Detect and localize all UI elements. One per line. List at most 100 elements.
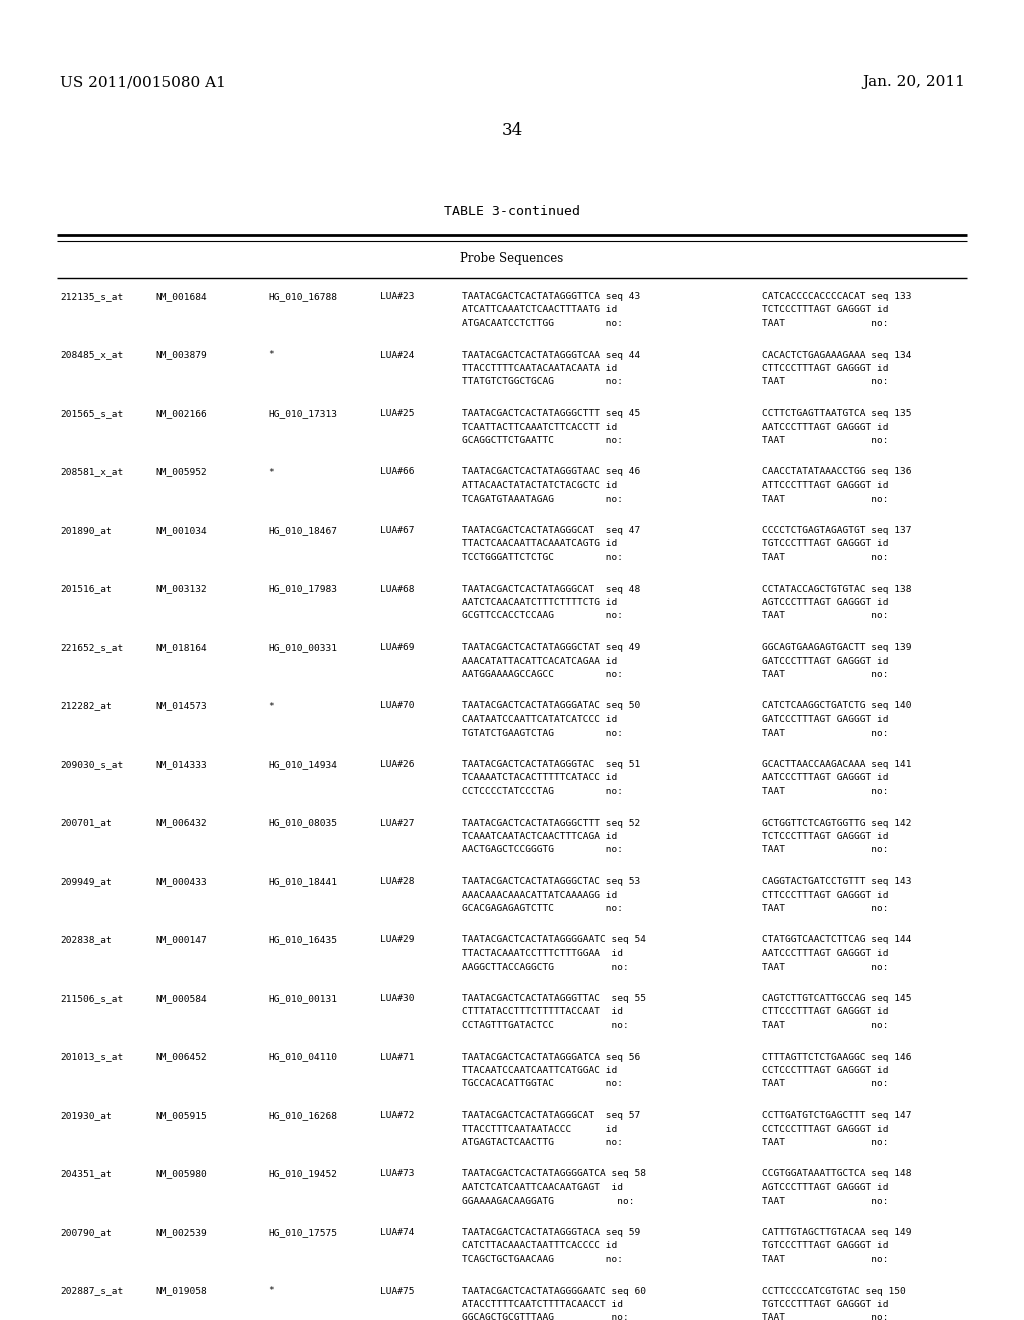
Text: TAAT               no:: TAAT no: (762, 1255, 889, 1265)
Text: TAATACGACTCACTATAGGGCTAT seq 49: TAATACGACTCACTATAGGGCTAT seq 49 (462, 643, 640, 652)
Text: 201013_s_at: 201013_s_at (60, 1052, 123, 1061)
Text: HG_010_17313: HG_010_17313 (268, 409, 337, 418)
Text: 201565_s_at: 201565_s_at (60, 409, 123, 418)
Text: LUA#75: LUA#75 (380, 1287, 415, 1295)
Text: NM_001034: NM_001034 (155, 525, 207, 535)
Text: TAATACGACTCACTATAGGGATAC seq 50: TAATACGACTCACTATAGGGATAC seq 50 (462, 701, 640, 710)
Text: CATCTTACAAACTAATTTCACCCC id: CATCTTACAAACTAATTTCACCCC id (462, 1242, 617, 1250)
Text: 202887_s_at: 202887_s_at (60, 1287, 123, 1295)
Text: TCCTGGGATTCTCTGC         no:: TCCTGGGATTCTCTGC no: (462, 553, 623, 562)
Text: *: * (268, 351, 273, 359)
Text: TCTCCCTTTAGT GAGGGT id: TCTCCCTTTAGT GAGGGT id (762, 305, 889, 314)
Text: GGCAGTGAAGAGTGACTT seq 139: GGCAGTGAAGAGTGACTT seq 139 (762, 643, 911, 652)
Text: CCTTCTGAGTTAATGTCA seq 135: CCTTCTGAGTTAATGTCA seq 135 (762, 409, 911, 418)
Text: *: * (268, 467, 273, 477)
Text: LUA#29: LUA#29 (380, 936, 415, 945)
Text: TAATACGACTCACTATAGGGGATCA seq 58: TAATACGACTCACTATAGGGGATCA seq 58 (462, 1170, 646, 1179)
Text: 34: 34 (502, 121, 522, 139)
Text: LUA#30: LUA#30 (380, 994, 415, 1003)
Text: NM_018164: NM_018164 (155, 643, 207, 652)
Text: TTATGTCTGGCTGCAG         no:: TTATGTCTGGCTGCAG no: (462, 378, 623, 387)
Text: AATGGAAAAGCCAGCC         no:: AATGGAAAAGCCAGCC no: (462, 671, 623, 678)
Text: HG_010_16788: HG_010_16788 (268, 292, 337, 301)
Text: CCTTGATGTCTGAGCTTT seq 147: CCTTGATGTCTGAGCTTT seq 147 (762, 1111, 911, 1119)
Text: GCTGGTTCTCAGTGGTTG seq 142: GCTGGTTCTCAGTGGTTG seq 142 (762, 818, 911, 828)
Text: NM_003879: NM_003879 (155, 351, 207, 359)
Text: CCTCCCTTTAGT GAGGGT id: CCTCCCTTTAGT GAGGGT id (762, 1125, 889, 1134)
Text: ATGACAATCCTCTTGG         no:: ATGACAATCCTCTTGG no: (462, 319, 623, 327)
Text: LUA#26: LUA#26 (380, 760, 415, 770)
Text: LUA#69: LUA#69 (380, 643, 415, 652)
Text: CTTCCCTTTAGT GAGGGT id: CTTCCCTTTAGT GAGGGT id (762, 364, 889, 374)
Text: HG_010_16435: HG_010_16435 (268, 936, 337, 945)
Text: TAAT               no:: TAAT no: (762, 436, 889, 445)
Text: LUA#23: LUA#23 (380, 292, 415, 301)
Text: TAATACGACTCACTATAGGGTAAC seq 46: TAATACGACTCACTATAGGGTAAC seq 46 (462, 467, 640, 477)
Text: 201930_at: 201930_at (60, 1111, 112, 1119)
Text: NM_014333: NM_014333 (155, 760, 207, 770)
Text: *: * (268, 1287, 273, 1295)
Text: TAAT               no:: TAAT no: (762, 553, 889, 562)
Text: TAATACGACTCACTATAGGGTCAA seq 44: TAATACGACTCACTATAGGGTCAA seq 44 (462, 351, 640, 359)
Text: GCAGGCTTCTGAATTC         no:: GCAGGCTTCTGAATTC no: (462, 436, 623, 445)
Text: CAACCTATATAAACCTGG seq 136: CAACCTATATAAACCTGG seq 136 (762, 467, 911, 477)
Text: AATCTCAACAATCTTTCTTTTCTG id: AATCTCAACAATCTTTCTTTTCTG id (462, 598, 617, 607)
Text: TTACAATCCAATCAATTCATGGAC id: TTACAATCCAATCAATTCATGGAC id (462, 1067, 617, 1074)
Text: TAATACGACTCACTATAGGGTAC  seq 51: TAATACGACTCACTATAGGGTAC seq 51 (462, 760, 640, 770)
Text: TAATACGACTCACTATAGGGTACA seq 59: TAATACGACTCACTATAGGGTACA seq 59 (462, 1228, 640, 1237)
Text: CCGTGGATAAATTGCTCA seq 148: CCGTGGATAAATTGCTCA seq 148 (762, 1170, 911, 1179)
Text: 209949_at: 209949_at (60, 876, 112, 886)
Text: TCAAAATCTACACTTTTTCATACC id: TCAAAATCTACACTTTTTCATACC id (462, 774, 617, 783)
Text: TAAT               no:: TAAT no: (762, 611, 889, 620)
Text: AAGGCTTACCAGGCTG          no:: AAGGCTTACCAGGCTG no: (462, 962, 629, 972)
Text: TCAATTACTTCAAATCTTCACCTT id: TCAATTACTTCAAATCTTCACCTT id (462, 422, 617, 432)
Text: LUA#24: LUA#24 (380, 351, 415, 359)
Text: CCTCCCCTATCCCTAG         no:: CCTCCCCTATCCCTAG no: (462, 787, 623, 796)
Text: 209030_s_at: 209030_s_at (60, 760, 123, 770)
Text: NM_000147: NM_000147 (155, 936, 207, 945)
Text: TAATACGACTCACTATAGGGCTTT seq 45: TAATACGACTCACTATAGGGCTTT seq 45 (462, 409, 640, 418)
Text: CATTTGTAGCTTGTACAA seq 149: CATTTGTAGCTTGTACAA seq 149 (762, 1228, 911, 1237)
Text: TAATACGACTCACTATAGGGCTTT seq 52: TAATACGACTCACTATAGGGCTTT seq 52 (462, 818, 640, 828)
Text: NM_003132: NM_003132 (155, 585, 207, 594)
Text: CCTCCCTTTAGT GAGGGT id: CCTCCCTTTAGT GAGGGT id (762, 1067, 889, 1074)
Text: TAATACGACTCACTATAGGGTTCA seq 43: TAATACGACTCACTATAGGGTTCA seq 43 (462, 292, 640, 301)
Text: AAACATATTACATTCACATCAGAA id: AAACATATTACATTCACATCAGAA id (462, 656, 617, 665)
Text: CCTATACCAGCTGTGTAC seq 138: CCTATACCAGCTGTGTAC seq 138 (762, 585, 911, 594)
Text: TAATACGACTCACTATAGGGCAT  seq 57: TAATACGACTCACTATAGGGCAT seq 57 (462, 1111, 640, 1119)
Text: TAATACGACTCACTATAGGGATCA seq 56: TAATACGACTCACTATAGGGATCA seq 56 (462, 1052, 640, 1061)
Text: TCAGATGTAAATAGAG         no:: TCAGATGTAAATAGAG no: (462, 495, 623, 503)
Text: AATCCCTTTAGT GAGGGT id: AATCCCTTTAGT GAGGGT id (762, 774, 889, 783)
Text: 202838_at: 202838_at (60, 936, 112, 945)
Text: CTTCCCTTTAGT GAGGGT id: CTTCCCTTTAGT GAGGGT id (762, 1007, 889, 1016)
Text: HG_010_18441: HG_010_18441 (268, 876, 337, 886)
Text: ATACCTTTTCAATCTTTTACAACCT id: ATACCTTTTCAATCTTTTACAACCT id (462, 1300, 623, 1309)
Text: TAATACGACTCACTATAGGGCAT  seq 48: TAATACGACTCACTATAGGGCAT seq 48 (462, 585, 640, 594)
Text: TAAT               no:: TAAT no: (762, 1196, 889, 1205)
Text: TGTATCTGAAGTCTAG         no:: TGTATCTGAAGTCTAG no: (462, 729, 623, 738)
Text: NM_006452: NM_006452 (155, 1052, 207, 1061)
Text: CTTTAGTTCTCTGAAGGC seq 146: CTTTAGTTCTCTGAAGGC seq 146 (762, 1052, 911, 1061)
Text: AATCCCTTTAGT GAGGGT id: AATCCCTTTAGT GAGGGT id (762, 422, 889, 432)
Text: HG_010_14934: HG_010_14934 (268, 760, 337, 770)
Text: Jan. 20, 2011: Jan. 20, 2011 (862, 75, 965, 88)
Text: CATCTCAAGGCTGATCTG seq 140: CATCTCAAGGCTGATCTG seq 140 (762, 701, 911, 710)
Text: 204351_at: 204351_at (60, 1170, 112, 1179)
Text: CCCCTCTGAGTAGAGTGT seq 137: CCCCTCTGAGTAGAGTGT seq 137 (762, 525, 911, 535)
Text: NM_002166: NM_002166 (155, 409, 207, 418)
Text: TGTCCCTTTAGT GAGGGT id: TGTCCCTTTAGT GAGGGT id (762, 1242, 889, 1250)
Text: LUA#70: LUA#70 (380, 701, 415, 710)
Text: GGCAGCTGCGTTTAAG          no:: GGCAGCTGCGTTTAAG no: (462, 1313, 629, 1320)
Text: TAAT               no:: TAAT no: (762, 962, 889, 972)
Text: TAAT               no:: TAAT no: (762, 378, 889, 387)
Text: CATCACCCCACCCCACAT seq 133: CATCACCCCACCCCACAT seq 133 (762, 292, 911, 301)
Text: LUA#73: LUA#73 (380, 1170, 415, 1179)
Text: TAAT               no:: TAAT no: (762, 846, 889, 854)
Text: ATTACAACTATACTATCTACGCTC id: ATTACAACTATACTATCTACGCTC id (462, 480, 617, 490)
Text: TTACCTTTCAATAATACCC      id: TTACCTTTCAATAATACCC id (462, 1125, 617, 1134)
Text: CTATGGTCAACTCTTCAG seq 144: CTATGGTCAACTCTTCAG seq 144 (762, 936, 911, 945)
Text: TGTCCCTTTAGT GAGGGT id: TGTCCCTTTAGT GAGGGT id (762, 540, 889, 549)
Text: 200790_at: 200790_at (60, 1228, 112, 1237)
Text: HG_010_17983: HG_010_17983 (268, 585, 337, 594)
Text: 208581_x_at: 208581_x_at (60, 467, 123, 477)
